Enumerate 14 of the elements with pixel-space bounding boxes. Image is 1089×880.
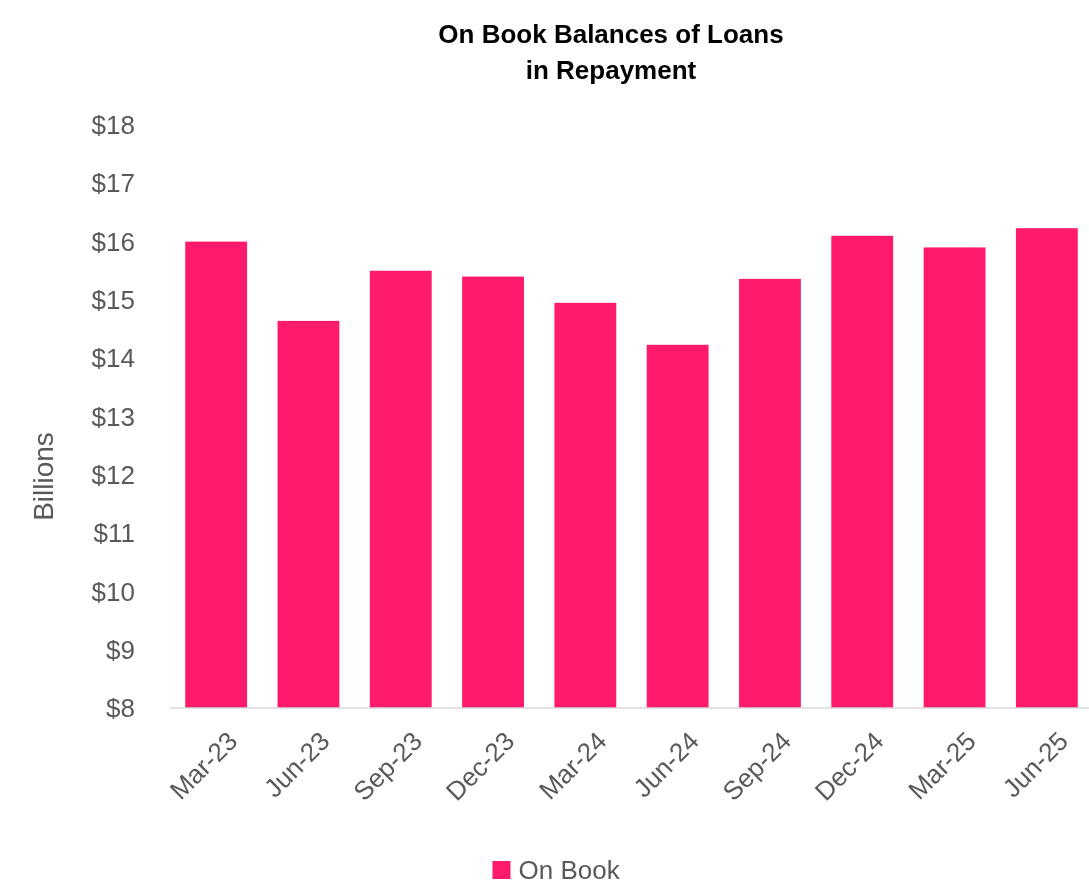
y-tick-label: $18 — [91, 110, 135, 141]
y-tick-label: $13 — [91, 401, 135, 432]
y-tick-label: $14 — [91, 343, 135, 374]
y-tick-label: $10 — [91, 576, 135, 607]
y-tick-label: $12 — [91, 459, 135, 490]
legend-label: On Book — [518, 855, 621, 880]
chart-title: On Book Balances of Loans in Repayment — [438, 19, 784, 85]
y-tick-label: $8 — [106, 693, 135, 724]
y-tick-label: $17 — [91, 168, 135, 199]
y-tick-label: $16 — [91, 226, 135, 257]
y-tick-label: $9 — [106, 634, 135, 665]
y-axis-title: Billions — [28, 432, 59, 521]
y-tick-label: $11 — [93, 518, 135, 549]
y-tick-label: $15 — [91, 285, 135, 315]
